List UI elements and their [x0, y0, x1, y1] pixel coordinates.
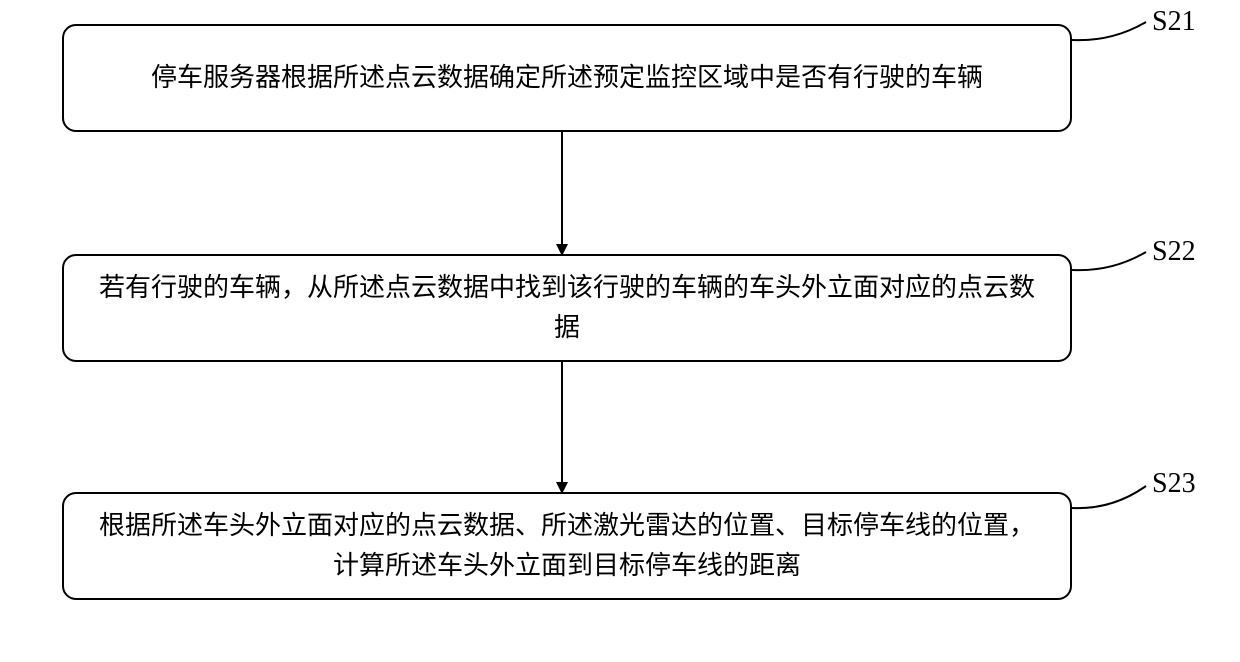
- step-node-s23: 根据所述车头外立面对应的点云数据、所述激光雷达的位置、目标停车线的位置，计算所述…: [62, 492, 1072, 600]
- label-connector: [1072, 486, 1146, 508]
- step-label-s22: S22: [1152, 236, 1196, 268]
- step-label-s23: S23: [1152, 468, 1196, 500]
- step-node-s22: 若有行驶的车辆，从所述点云数据中找到该行驶的车辆的车头外立面对应的点云数据: [62, 254, 1072, 362]
- step-text: 停车服务器根据所述点云数据确定所述预定监控区域中是否有行驶的车辆: [151, 58, 983, 98]
- step-text: 若有行驶的车辆，从所述点云数据中找到该行驶的车辆的车头外立面对应的点云数据: [92, 268, 1042, 349]
- label-connector: [1072, 252, 1146, 270]
- label-connector: [1072, 22, 1146, 40]
- step-node-s21: 停车服务器根据所述点云数据确定所述预定监控区域中是否有行驶的车辆: [62, 24, 1072, 132]
- flowchart-canvas: 停车服务器根据所述点云数据确定所述预定监控区域中是否有行驶的车辆 若有行驶的车辆…: [0, 0, 1240, 662]
- step-label-s21: S21: [1152, 6, 1196, 38]
- step-text: 根据所述车头外立面对应的点云数据、所述激光雷达的位置、目标停车线的位置，计算所述…: [92, 506, 1042, 587]
